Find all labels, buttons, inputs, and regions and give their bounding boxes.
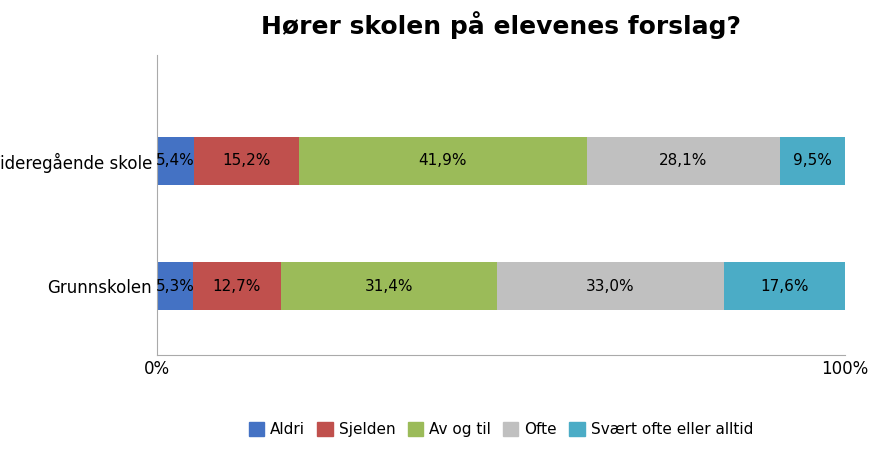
Bar [496,262,724,310]
Bar [193,262,280,310]
Text: 12,7%: 12,7% [213,278,261,293]
Bar [280,262,496,310]
Text: 5,4%: 5,4% [156,153,195,168]
Text: 31,4%: 31,4% [364,278,413,293]
Text: 17,6%: 17,6% [760,278,808,293]
Bar [157,137,194,185]
Bar [299,137,587,185]
Legend: Aldri, Sjelden, Av og til, Ofte, Svært ofte eller alltid: Aldri, Sjelden, Av og til, Ofte, Svært o… [242,416,760,443]
Bar [587,137,780,185]
Bar [724,262,845,310]
Text: 15,2%: 15,2% [222,153,270,168]
Text: 33,0%: 33,0% [586,278,635,293]
Bar [194,137,299,185]
Bar [780,137,846,185]
Text: 9,5%: 9,5% [793,153,833,168]
Text: 5,3%: 5,3% [156,278,194,293]
Title: Hører skolen på elevenes forslag?: Hører skolen på elevenes forslag? [260,11,741,39]
Bar [157,262,193,310]
Text: 41,9%: 41,9% [418,153,467,168]
Text: 28,1%: 28,1% [659,153,708,168]
